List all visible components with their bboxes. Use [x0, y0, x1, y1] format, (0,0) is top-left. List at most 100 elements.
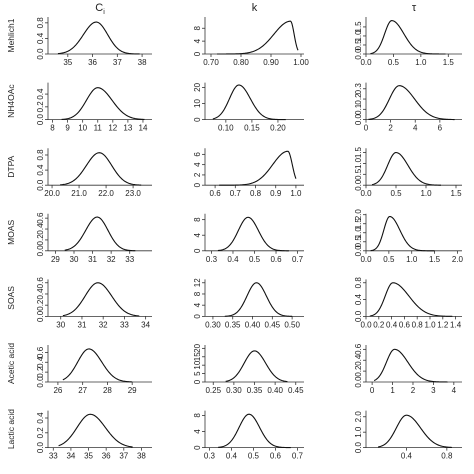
y-tick-label: 0.4 [36, 288, 45, 300]
x-tick-label: 23.0 [125, 189, 141, 198]
y-tick-label: 1.0 [354, 426, 363, 438]
y-tick-label: 15 [193, 352, 202, 361]
x-tick-label: 28 [103, 386, 112, 395]
y-tick-label: 0 [193, 379, 202, 384]
y-tick-label: 8 [193, 25, 202, 30]
x-tick-label: 1.5 [429, 255, 441, 264]
row-label-6: Lactic acid [6, 409, 16, 449]
y-tick-label: 0 [193, 445, 202, 450]
density-curve [378, 414, 452, 448]
y-tick-label: 0.2 [354, 365, 363, 377]
x-tick-label: 21.0 [71, 189, 87, 198]
y-tick-label: 0 [193, 51, 202, 56]
x-tick-label: 0.4 [401, 452, 413, 461]
density-curve [370, 20, 446, 55]
x-tick-label: 30 [56, 320, 65, 329]
density-curve [58, 413, 133, 448]
x-tick-label: 22.0 [98, 189, 114, 198]
y-tick-label: 0.0 [36, 113, 45, 125]
column-header-C: Ci [95, 2, 105, 16]
x-tick-label: 0.6 [210, 189, 222, 198]
y-tick-label: 5 [193, 371, 202, 376]
x-tick-label: 38 [138, 58, 147, 67]
x-tick-label: 0.4 [227, 255, 239, 264]
x-tick-label: 30 [70, 255, 79, 264]
density-curve [64, 216, 136, 252]
column-header-k: k [252, 2, 258, 14]
y-tick-label: 0.8 [36, 149, 45, 161]
y-tick-label: 8 [193, 291, 202, 296]
density-curve [371, 152, 441, 186]
density-curve [219, 150, 297, 186]
y-tick-label: 0.0 [354, 310, 363, 322]
panel-r0-c1: 0.70 0.80 0.90 1.00 0 4 8 [193, 17, 309, 67]
x-tick-label: 1.5 [450, 189, 462, 198]
x-tick-label: 29 [128, 386, 137, 395]
x-tick-label: 1.5 [443, 58, 455, 67]
x-tick-label: 2.0 [452, 255, 464, 264]
y-tick-label: 0.2 [36, 427, 45, 439]
x-tick-label: 1 [390, 386, 395, 395]
y-tick-label: 1.0 [354, 30, 363, 42]
panel-r3-c1: 0.3 0.4 0.5 0.6 0.7 0 4 8 [193, 213, 304, 264]
x-tick-label: 0 [364, 124, 369, 133]
x-tick-label: 35 [84, 452, 93, 461]
x-tick-label: 4 [413, 124, 418, 133]
density-curve [225, 350, 288, 383]
x-tick-label: 0.6 [270, 452, 282, 461]
y-tick-label: 0.8 [354, 277, 363, 289]
y-tick-label: 0.4 [36, 88, 45, 100]
x-tick-label: 0 [370, 386, 375, 395]
row-label-4: SOAS [6, 286, 16, 310]
x-tick-label: 26 [53, 386, 62, 395]
x-tick-label: 1.4 [450, 320, 462, 329]
x-tick-label: 0.0 [360, 189, 372, 198]
y-tick-label: 0.6 [354, 343, 363, 355]
y-tick-label: 0.3 [354, 83, 363, 95]
y-tick-label: 0.2 [36, 101, 45, 113]
x-tick-label: 0.7 [292, 452, 304, 461]
x-tick-label: 11 [94, 124, 103, 133]
x-tick-label: 1.0 [424, 320, 436, 329]
y-tick-label: 1.5 [354, 21, 363, 33]
x-tick-label: 0.7 [230, 189, 242, 198]
y-tick-label: 4 [193, 38, 202, 43]
y-tick-label: 0.6 [36, 277, 45, 289]
x-tick-label: 1.00 [293, 58, 309, 67]
x-tick-label: 6 [438, 124, 443, 133]
y-tick-label: 0.4 [354, 354, 363, 366]
y-tick-label: 4 [193, 162, 202, 167]
density-curve [62, 348, 133, 383]
x-tick-label: 0.25 [205, 386, 221, 395]
x-tick-label: 34 [66, 452, 75, 461]
x-tick-label: 0.4 [226, 452, 238, 461]
x-tick-label: 0.5 [383, 255, 395, 264]
density-curve [62, 282, 140, 317]
x-tick-label: 33 [125, 255, 134, 264]
x-tick-label: 14 [139, 124, 148, 133]
panel-r6-c0: 33 34 35 36 37 38 0.0 0.2 0.4 [36, 410, 152, 461]
x-tick-label: 36 [102, 452, 111, 461]
y-tick-label: 0 [193, 314, 202, 319]
y-tick-label: 2 [193, 172, 202, 177]
y-tick-label: 0.4 [36, 32, 45, 44]
y-tick-label: 0.6 [36, 212, 45, 224]
x-tick-label: 1.0 [406, 255, 418, 264]
x-tick-label: 0.70 [203, 58, 219, 67]
x-tick-label: 0.3 [204, 452, 216, 461]
density-curve [57, 21, 140, 55]
y-tick-label: 4 [193, 302, 202, 307]
x-tick-label: 0.40 [245, 320, 261, 329]
y-tick-label: 0.0 [36, 179, 45, 191]
x-tick-label: 2 [411, 386, 416, 395]
x-tick-label: 0.8 [441, 452, 453, 461]
y-tick-label: 1.0 [354, 157, 363, 169]
x-tick-label: 12 [108, 124, 117, 133]
panel-r0-c0: 35 36 37 38 0.0 0.4 0.8 [36, 17, 152, 67]
panel-r4-c1: 0.30 0.35 0.40 0.45 0.50 0 4 8 12 [193, 278, 304, 329]
x-tick-label: 0.3 [206, 255, 218, 264]
x-tick-label: 0.2 [373, 320, 385, 329]
y-tick-label: 0.2 [36, 299, 45, 311]
x-tick-label: 0.8 [250, 189, 262, 198]
x-tick-label: 0.0 [360, 255, 372, 264]
